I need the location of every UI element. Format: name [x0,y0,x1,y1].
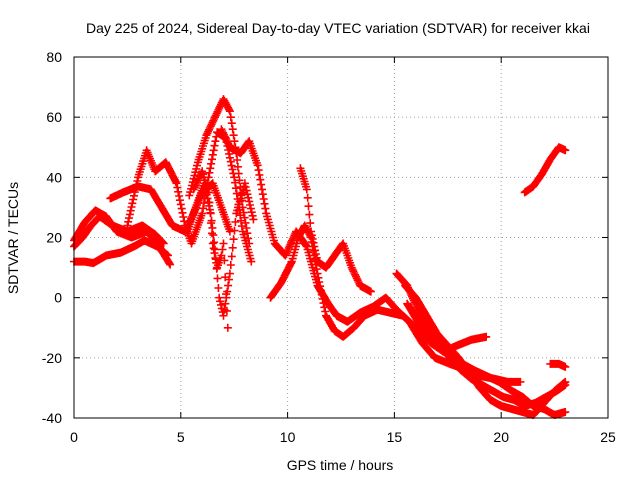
y-axis-label: SDTVAR / TECUs [5,182,21,294]
x-axis-label: GPS time / hours [287,457,394,473]
plot-frame [73,56,609,419]
x-tick-label: 25 [600,429,616,445]
x-tick-label: 20 [493,429,509,445]
y-tick-label: 60 [46,109,62,125]
data-point-markers [189,167,232,332]
y-tick-label: -40 [42,410,62,426]
y-tick-label: 40 [46,169,62,185]
x-tick-label: 5 [177,429,185,445]
data-point-markers [520,143,570,197]
y-tick-label: 80 [46,49,62,65]
data-point-markers [217,125,525,386]
x-tick-label: 15 [387,429,403,445]
data-points [70,95,570,419]
grid [74,57,608,418]
axis-ticks: 0 5 10 15 20 25 -40 -20 0 20 40 60 80 [42,49,616,445]
y-tick-label: -20 [42,350,62,366]
series-track-9 [217,125,525,386]
series-track-11 [296,164,375,296]
y-tick-label: 20 [46,230,62,246]
x-tick-label: 0 [70,429,78,445]
chart-title: Day 225 of 2024, Sidereal Day-to-day VTE… [86,20,590,36]
y-tick-label: 0 [54,290,62,306]
data-point-markers [296,164,375,296]
series-track-8 [189,167,232,332]
data-point-markers [546,359,570,371]
series-track-16 [546,359,570,371]
x-tick-label: 10 [280,429,296,445]
series-track-15 [520,143,570,197]
data-point-markers [403,299,570,410]
series-track-14 [403,299,570,410]
